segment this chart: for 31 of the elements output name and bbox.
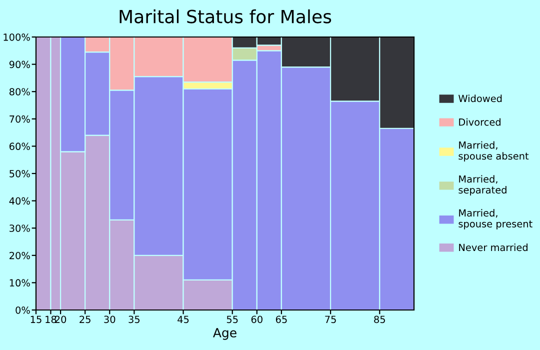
x-tick-label: 35: [128, 316, 140, 324]
x-axis-title: Age: [213, 328, 236, 340]
legend-label: Married, spouse present: [458, 209, 532, 230]
y-tick-label: 80%: [9, 88, 30, 96]
y-tick-label: 30%: [10, 224, 30, 232]
x-tick-label: 20: [55, 316, 66, 324]
y-tick-label: 90%: [9, 60, 30, 68]
y-tick-label: 70%: [10, 115, 30, 123]
legend-label: Divorced: [459, 118, 500, 126]
x-tick-label: 85: [374, 316, 385, 324]
y-tick-label: 20%: [10, 252, 30, 260]
y-tick-label: 60%: [10, 142, 30, 150]
x-tick-label: 55: [226, 316, 238, 324]
legend-label: Married, spouse absent: [458, 141, 529, 162]
x-tick-label: 60: [251, 316, 262, 324]
legend-label: Widowed: [458, 94, 502, 102]
x-tick-label: 15: [30, 316, 42, 324]
y-tick-label: 50%: [10, 170, 30, 178]
x-tick-label: 45: [178, 316, 189, 324]
chart-title: Marital Status for Males: [120, 9, 332, 24]
y-tick-label: 40%: [9, 197, 30, 205]
x-tick-label: 30: [104, 316, 116, 324]
x-tick-label: 18: [46, 316, 56, 324]
y-tick-label: 10%: [10, 279, 30, 287]
y-tick-label: 0%: [16, 306, 30, 314]
x-tick-label: 65: [276, 316, 287, 324]
legend-label: Married, separated: [458, 175, 506, 196]
x-tick-label: 25: [80, 316, 90, 324]
x-tick-label: 75: [325, 316, 336, 324]
legend-label: Never married: [459, 244, 528, 252]
y-tick-label: 100%: [4, 33, 30, 41]
